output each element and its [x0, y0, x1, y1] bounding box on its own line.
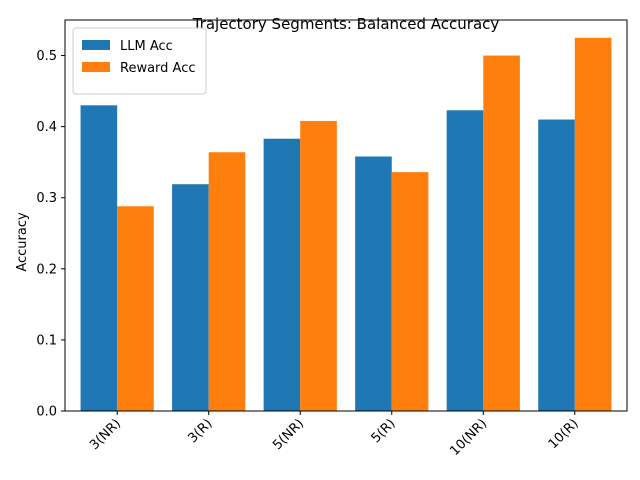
x-axis-ticks: 3(NR) 3(R) 5(NR) 5(R) 10(NR) 10(R) [87, 411, 582, 459]
bar-reward-acc-5 [574, 37, 612, 412]
bar-llm-acc-2 [263, 138, 301, 411]
plot-frame [64, 19, 628, 412]
bars-layer [80, 37, 612, 412]
y-tick-label: 0.3 [36, 191, 57, 206]
legend-label: LLM Acc [120, 39, 173, 54]
y-tick-label: 0.2 [36, 262, 57, 277]
y-tick-label: 0.1 [36, 333, 57, 348]
bar-llm-acc-3 [355, 156, 392, 411]
bar-llm-acc-5 [538, 119, 575, 411]
x-tick-label: 5(R) [369, 416, 399, 446]
y-tick-label: 0.5 [36, 49, 57, 64]
x-tick-label: 5(NR) [270, 416, 307, 453]
bar-llm-acc-1 [172, 184, 209, 411]
x-tick-label: 10(NR) [447, 416, 490, 459]
y-axis-label: Accuracy [15, 212, 30, 272]
y-tick-label: 0.0 [36, 405, 57, 420]
bar-reward-acc-3 [391, 172, 429, 411]
y-tick-label: 0.4 [36, 120, 57, 135]
bar-reward-acc-2 [300, 120, 337, 411]
chart-title: Trajectory Segments: Balanced Accuracy [192, 15, 500, 33]
legend-swatch [82, 40, 110, 50]
x-tick-label: 10(R) [546, 416, 582, 452]
bar-llm-acc-4 [446, 110, 484, 411]
x-tick-label: 3(R) [186, 416, 216, 446]
x-tick-label: 3(NR) [87, 416, 124, 453]
bar-reward-acc-1 [208, 152, 246, 412]
y-axis-ticks: 0.0 0.1 0.2 0.3 0.4 0.5 [36, 49, 65, 420]
bar-llm-acc-0 [80, 105, 118, 411]
legend-label: Reward Acc [120, 61, 196, 76]
legend: LLM Acc Reward Acc [72, 27, 207, 95]
bar-reward-acc-4 [483, 55, 520, 412]
legend-swatch [82, 62, 110, 72]
bar-reward-acc-0 [117, 206, 154, 411]
